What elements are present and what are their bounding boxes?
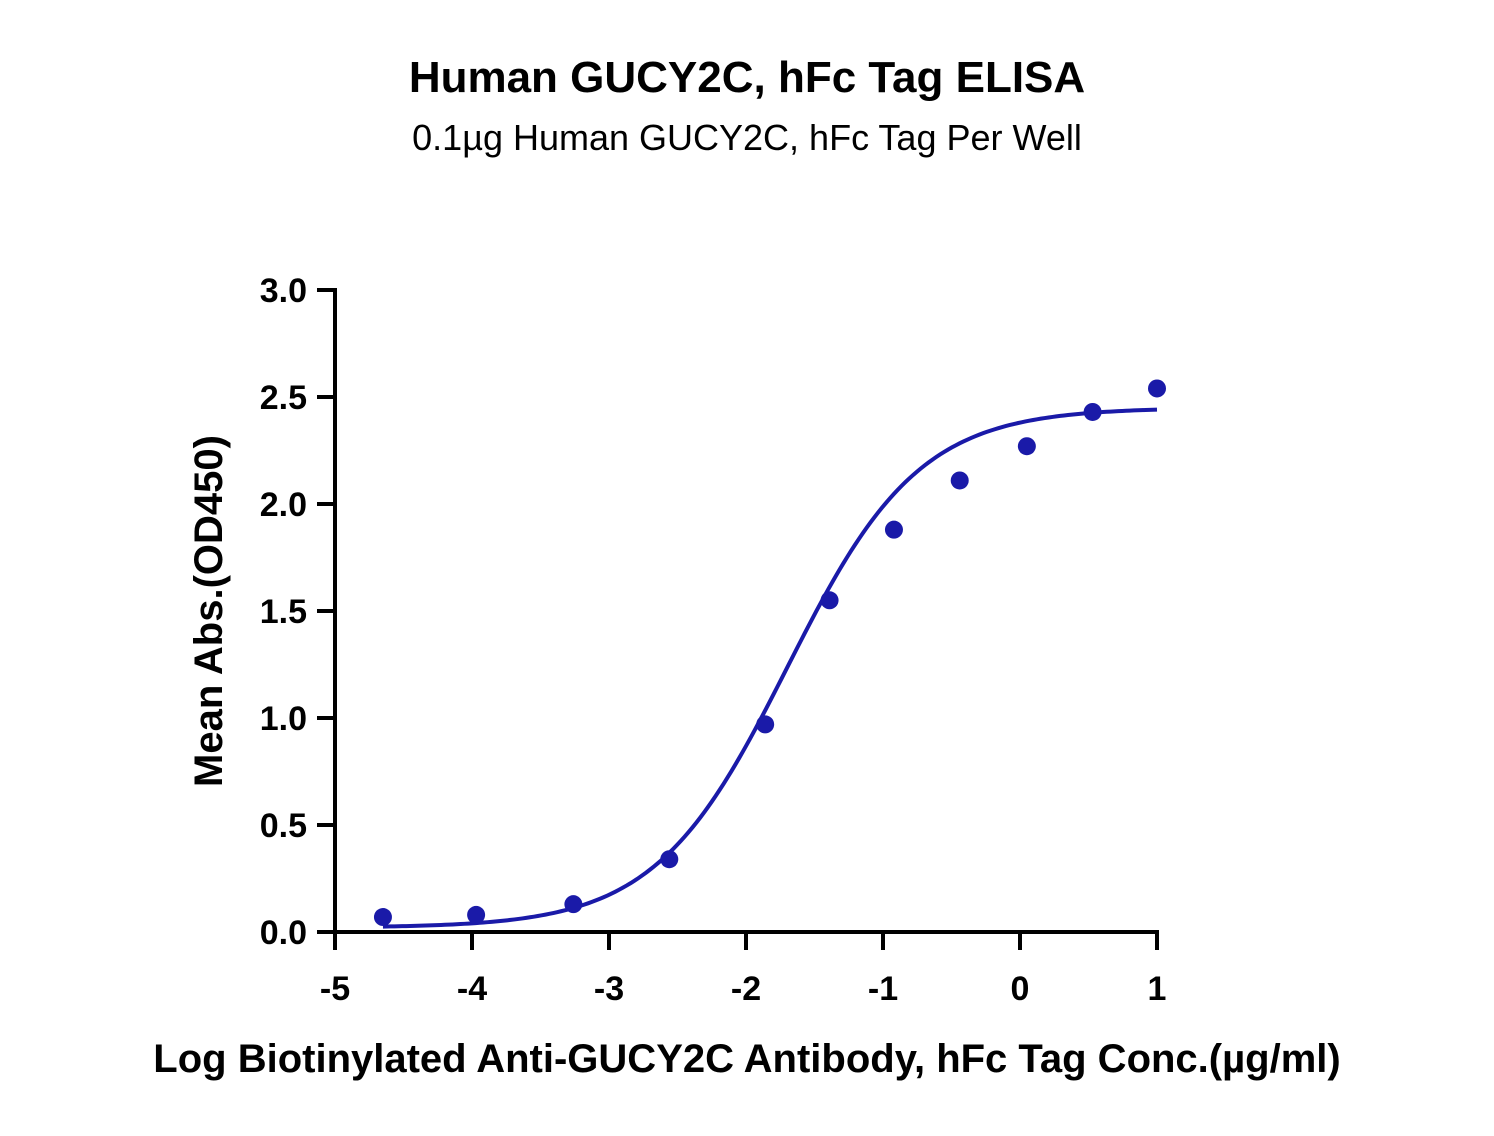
chart-subtitle: 0.1µg Human GUCY2C, hFc Tag Per Well — [412, 117, 1082, 158]
data-point — [884, 520, 903, 539]
y-tick-label: 2.0 — [260, 486, 307, 524]
x-tick-label: -4 — [457, 970, 487, 1008]
data-point — [373, 908, 392, 927]
y-tick-label: 0.5 — [260, 807, 307, 845]
x-axis-label: Log Biotinylated Anti-GUCY2C Antibody, h… — [153, 1037, 1340, 1081]
data-point — [820, 591, 839, 610]
x-tick-label: -5 — [320, 970, 350, 1008]
x-tick-label: -1 — [868, 970, 898, 1008]
data-point — [1148, 379, 1166, 398]
y-tick-label: 3.0 — [260, 272, 307, 310]
data-point — [1083, 402, 1102, 421]
data-point — [467, 905, 486, 924]
y-tick-label: 0.0 — [260, 914, 307, 952]
x-tick-label: 1 — [1148, 970, 1167, 1008]
data-point — [660, 850, 679, 869]
x-axis-ticks: -5 -4 -3 -2 -1 0 1 — [320, 932, 1167, 1008]
x-tick-label: -3 — [594, 970, 624, 1008]
data-point — [950, 471, 969, 490]
data-point — [1017, 437, 1036, 456]
data-point — [756, 715, 775, 734]
y-axis-ticks: 0.0 0.5 1.0 1.5 2.0 2.5 3.0 — [260, 272, 335, 952]
y-tick-label: 2.5 — [260, 379, 307, 417]
x-tick-label: 0 — [1011, 970, 1030, 1008]
fit-curve — [382, 407, 1158, 929]
y-tick-label: 1.0 — [260, 700, 307, 738]
x-tick-label: -2 — [731, 970, 761, 1008]
data-point — [564, 895, 583, 914]
y-tick-label: 1.5 — [260, 593, 307, 631]
y-axis-label: Mean Abs.(OD450) — [187, 435, 231, 787]
chart-title: Human GUCY2C, hFc Tag ELISA — [409, 53, 1085, 102]
data-points — [373, 379, 1166, 927]
